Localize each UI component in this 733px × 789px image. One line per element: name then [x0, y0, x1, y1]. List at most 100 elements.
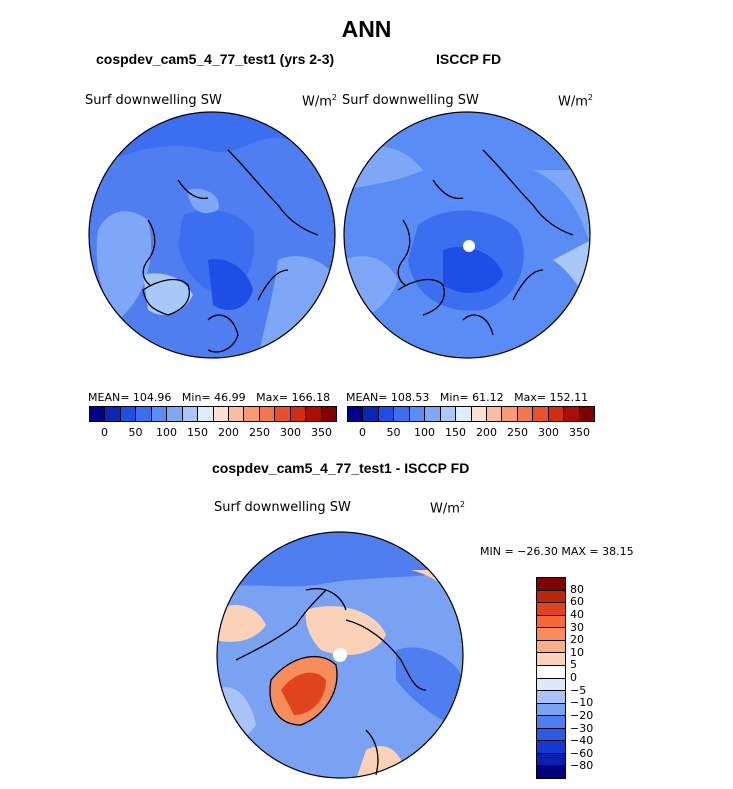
colorbar-tick-label: 350	[311, 426, 332, 439]
colorbar-swatch	[537, 728, 565, 742]
colorbar-swatch	[517, 407, 534, 421]
coastlines	[142, 149, 319, 353]
colorbar-swatch	[537, 665, 565, 679]
colorbar-swatch	[537, 766, 565, 778]
colorbar-tick-label: 40	[570, 607, 584, 621]
colorbar-swatch	[533, 407, 549, 421]
colorbar-swatch	[105, 407, 121, 421]
map-boundary	[216, 531, 464, 779]
map-field-region	[396, 647, 463, 730]
colorbar-tick-label: 60	[570, 595, 584, 609]
diff-variable-label: Surf downwelling SW	[214, 500, 351, 515]
colorbar-swatch	[537, 615, 565, 629]
right-units-label: W/m2	[558, 93, 593, 110]
colorbar-swatch	[275, 407, 291, 421]
colorbar-swatch	[537, 603, 565, 616]
colorbar-swatch	[537, 590, 565, 604]
map-field-region	[217, 605, 266, 642]
colorbar-swatch	[537, 578, 565, 591]
figure-title: ANN	[341, 16, 392, 42]
colorbar-swatch	[537, 741, 565, 754]
colorbar-swatch	[378, 407, 395, 421]
colorbar-tick-label: −5	[570, 683, 587, 697]
colorbar-tick-label: 100	[156, 426, 177, 439]
colorbar-swatch	[120, 407, 137, 421]
left-colorbar	[89, 406, 337, 422]
colorbar-swatch	[213, 407, 229, 421]
right-colorbar	[347, 406, 595, 422]
colorbar-swatch	[151, 407, 168, 421]
colorbar-tick-label: 0	[359, 426, 366, 439]
colorbar-swatch	[537, 628, 565, 641]
pole-missing-data	[463, 240, 475, 252]
colorbar-swatch	[440, 407, 457, 421]
map-field-region	[188, 188, 219, 214]
diff-units-label: W/m2	[430, 500, 465, 517]
colorbar-tick-label: −20	[570, 708, 594, 722]
colorbar-swatch	[486, 407, 503, 421]
colorbar-tick-label: 80	[570, 582, 584, 596]
map-boundary	[343, 111, 591, 359]
colorbar-swatch	[182, 407, 199, 421]
left-units-label: W/m2	[302, 93, 337, 110]
colorbar-swatch	[537, 716, 565, 729]
colorbar-tick-label: 250	[249, 426, 270, 439]
colorbar-swatch	[537, 653, 565, 666]
diff-polar-map	[216, 531, 464, 779]
colorbar-swatch	[321, 407, 336, 421]
colorbar-tick-label: 20	[570, 633, 584, 647]
right-variable-label: Surf downwelling SW	[342, 93, 479, 108]
colorbar-tick-label: 350	[569, 426, 590, 439]
colorbar-swatch	[228, 407, 245, 421]
colorbar-tick-label: 250	[507, 426, 528, 439]
colorbar-swatch	[564, 407, 580, 421]
colorbar-swatch	[306, 407, 322, 421]
right-panel-title: ISCCP FD	[436, 51, 502, 67]
right-polar-map	[343, 111, 591, 359]
colorbar-tick-label: 150	[445, 426, 466, 439]
map-boundary	[88, 111, 336, 359]
colorbar-swatch	[537, 691, 565, 704]
colorbar-swatch	[456, 407, 472, 421]
colorbar-tick-label: 150	[187, 426, 208, 439]
colorbar-swatch	[471, 407, 487, 421]
coastlines	[235, 588, 427, 776]
colorbar-tick-label: 0	[101, 426, 108, 439]
map-field-region	[533, 170, 590, 250]
colorbar-tick-label: 200	[218, 426, 239, 439]
colorbar-swatch	[394, 407, 410, 421]
colorbar-swatch	[198, 407, 214, 421]
left-polar-map	[88, 111, 336, 359]
left-panel-title: cospdev_cam5_4_77_test1 (yrs 2-3)	[96, 51, 335, 67]
map-field-region	[305, 606, 386, 655]
colorbar-tick-label: 0	[570, 671, 577, 684]
diff-colorbar	[536, 577, 566, 779]
colorbar-tick-label: 200	[476, 426, 497, 439]
colorbar-tick-label: −40	[570, 734, 594, 748]
colorbar-swatch	[259, 407, 276, 421]
map-field-region	[96, 211, 152, 320]
colorbar-tick-label: 5	[570, 658, 577, 672]
map-field-region	[281, 672, 326, 715]
colorbar-swatch	[290, 407, 307, 421]
colorbar-tick-label: 30	[570, 620, 584, 634]
left-stats: MEAN= 104.96 Min= 46.99 Max= 166.18	[88, 391, 331, 404]
colorbar-swatch	[90, 407, 106, 421]
diff-panel-title: cospdev_cam5_4_77_test1 - ISCCP FD	[212, 460, 470, 476]
map-field-region	[208, 259, 253, 310]
left-variable-label: Surf downwelling SW	[85, 93, 222, 108]
colorbar-swatch	[579, 407, 594, 421]
colorbar-swatch	[167, 407, 183, 421]
colorbar-swatch	[548, 407, 565, 421]
pole-missing-data	[333, 648, 347, 662]
colorbar-tick-label: 50	[128, 426, 143, 439]
colorbar-tick-label: 300	[538, 426, 559, 439]
colorbar-tick-label: −30	[570, 721, 594, 735]
right-stats: MEAN= 108.53 Min= 61.12 Max= 152.11	[346, 391, 589, 404]
colorbar-swatch	[363, 407, 379, 421]
colorbar-tick-label: 50	[386, 426, 401, 439]
colorbar-tick-label: −10	[570, 696, 594, 710]
colorbar-tick-label: 10	[570, 645, 584, 659]
colorbar-swatch	[502, 407, 518, 421]
colorbar-swatch	[537, 640, 565, 654]
